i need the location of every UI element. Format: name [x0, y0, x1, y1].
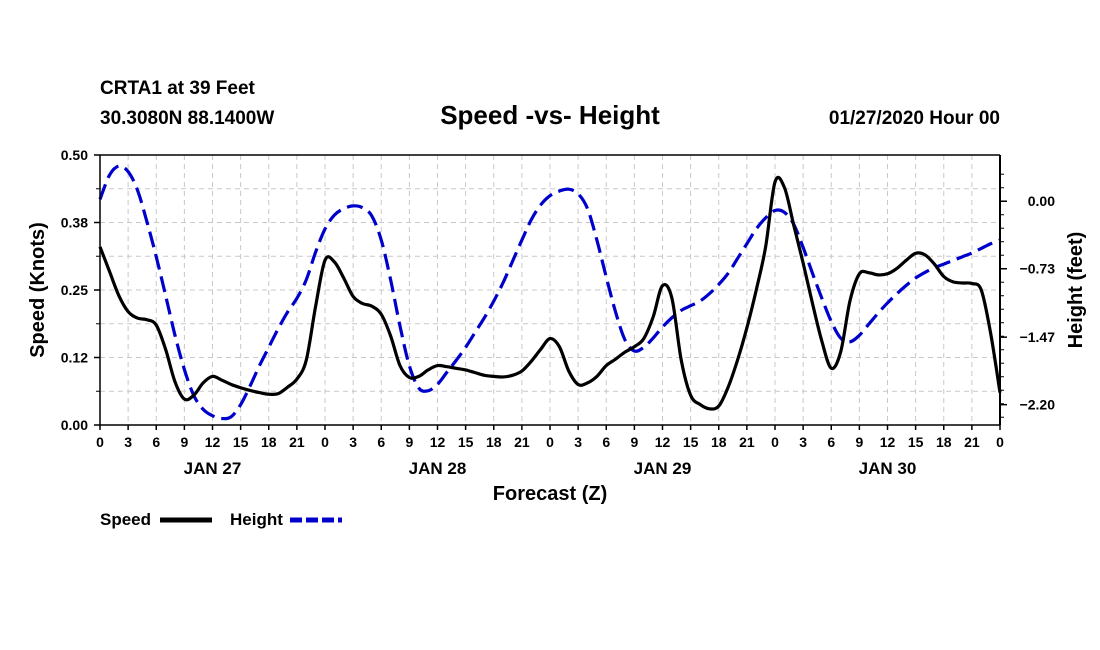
x-tick-label: 15 — [908, 434, 924, 450]
chart-title: Speed -vs- Height — [440, 100, 660, 130]
x-tick-label: 6 — [377, 434, 385, 450]
x-axis-title: Forecast (Z) — [493, 483, 607, 505]
station-label: CRTA1 at 39 Feet — [100, 78, 256, 99]
left-tick-label: 0.00 — [61, 417, 88, 433]
location-label: 30.3080N 88.1400W — [100, 108, 274, 129]
x-tick-label: 3 — [349, 434, 357, 450]
day-label: JAN 27 — [184, 459, 242, 478]
x-tick-label: 12 — [880, 434, 896, 450]
x-tick-label: 21 — [964, 434, 980, 450]
right-tick-label: 0.00 — [1028, 193, 1055, 209]
right-axis-title: Height (feet) — [1065, 232, 1087, 349]
x-tick-label: 9 — [630, 434, 638, 450]
x-tick-label: 15 — [683, 434, 699, 450]
x-tick-label: 9 — [405, 434, 413, 450]
x-tick-label: 18 — [486, 434, 502, 450]
right-tick-label: −2.20 — [1020, 397, 1056, 413]
left-axis-title: Speed (Knots) — [27, 222, 49, 358]
x-tick-label: 18 — [261, 434, 277, 450]
x-tick-label: 21 — [289, 434, 305, 450]
left-tick-label: 0.25 — [61, 282, 88, 298]
legend-speed-label: Speed — [100, 510, 151, 529]
x-tick-label: 15 — [458, 434, 474, 450]
legend: Speed Height — [100, 510, 342, 529]
day-labels: JAN 27 JAN 28 JAN 29 JAN 30 — [184, 459, 917, 478]
x-tick-label: 0 — [321, 434, 329, 450]
x-tick-label: 12 — [430, 434, 446, 450]
grid-lines — [100, 155, 1000, 425]
left-tick-label: 0.50 — [61, 147, 88, 163]
x-tick-label: 9 — [180, 434, 188, 450]
x-tick-label: 18 — [936, 434, 952, 450]
series-height-line — [98, 164, 1001, 421]
x-axis: 0 3 6 9 12 15 18 21 0 3 6 9 12 15 18 21 0 3 6 9 12 15 18 21 0 3 6 9… — [96, 425, 1004, 450]
issued-label: 01/27/2020 Hour 00 — [829, 108, 1000, 129]
series-layer — [98, 164, 1002, 421]
x-tick-label: 3 — [574, 434, 582, 450]
x-tick-label: 0 — [546, 434, 554, 450]
right-axis: 0.00 −0.73 −1.47 −2.20 — [1000, 173, 1056, 418]
x-tick-label: 3 — [799, 434, 807, 450]
day-label: JAN 28 — [409, 459, 467, 478]
x-tick-label: 3 — [124, 434, 132, 450]
x-tick-label: 15 — [233, 434, 249, 450]
day-label: JAN 30 — [859, 459, 917, 478]
x-tick-label: 0 — [96, 434, 104, 450]
right-tick-label: −0.73 — [1020, 261, 1056, 277]
x-tick-label: 6 — [152, 434, 160, 450]
x-tick-label: 12 — [205, 434, 221, 450]
right-tick-label: −1.47 — [1020, 329, 1056, 345]
series-speed-line — [98, 175, 1002, 411]
x-tick-label: 6 — [602, 434, 610, 450]
day-label: JAN 29 — [634, 459, 692, 478]
x-tick-label: 0 — [771, 434, 779, 450]
left-axis: 0.00 0.12 0.25 0.38 0.50 — [61, 147, 100, 433]
x-tick-label: 0 — [996, 434, 1004, 450]
x-tick-label: 21 — [739, 434, 755, 450]
legend-height-label: Height — [230, 510, 283, 529]
x-tick-label: 18 — [711, 434, 727, 450]
x-tick-label: 9 — [855, 434, 863, 450]
x-tick-label: 12 — [655, 434, 671, 450]
left-tick-label: 0.12 — [61, 350, 88, 366]
x-tick-label: 6 — [827, 434, 835, 450]
left-tick-label: 0.38 — [61, 215, 88, 231]
x-tick-label: 21 — [514, 434, 530, 450]
